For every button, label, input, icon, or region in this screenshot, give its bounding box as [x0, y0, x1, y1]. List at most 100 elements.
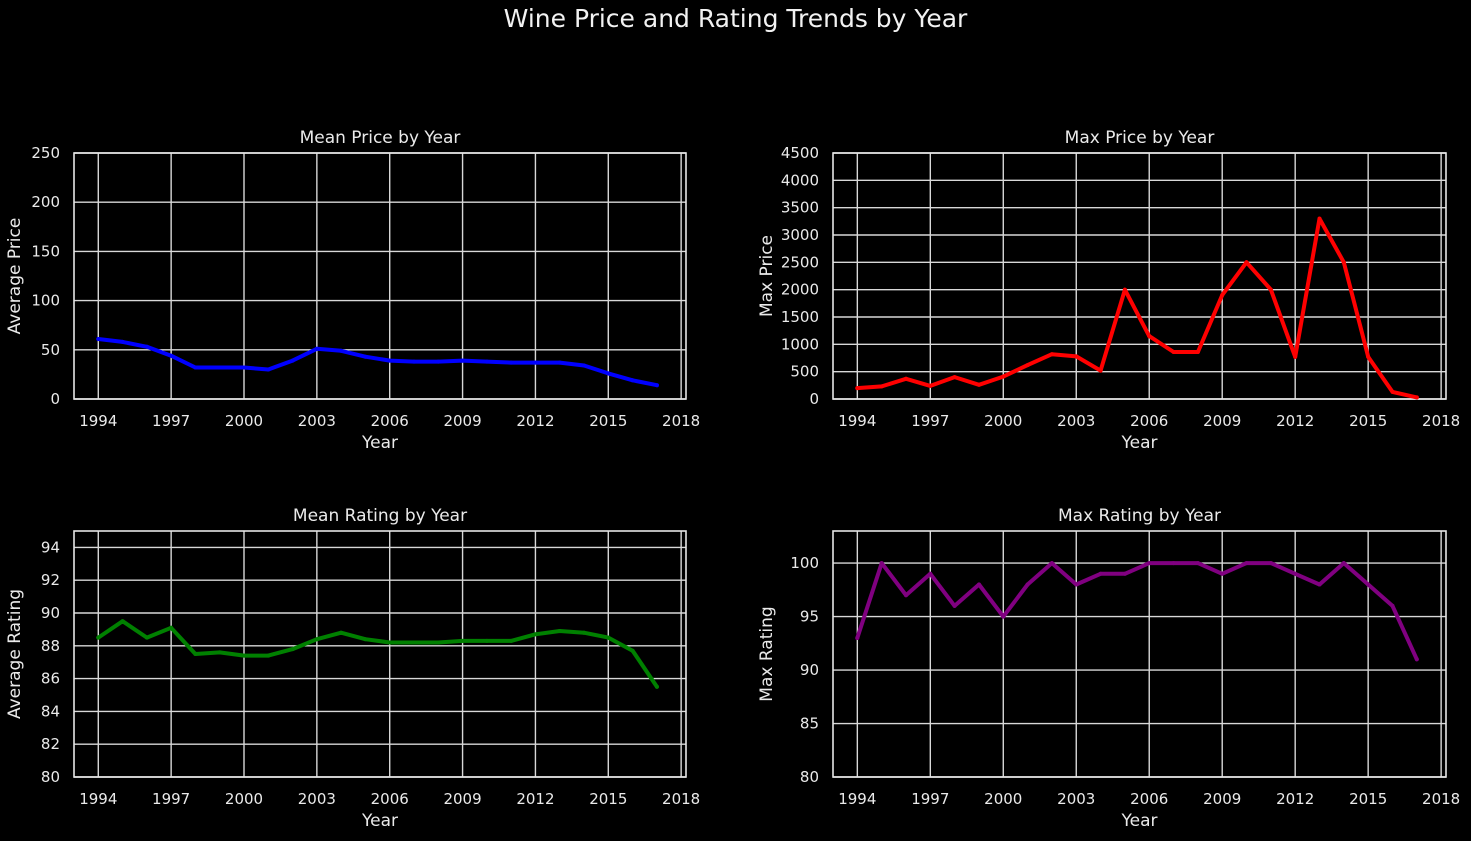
data-point: [120, 339, 125, 344]
data-point: [606, 635, 611, 640]
chart-max-price: 1994 1997 2000 2003 2006 2009 2012 2015 2018 0 500…: [757, 128, 1460, 453]
series-line: [96, 337, 659, 388]
data-point: [242, 653, 246, 658]
x-tick-label: 2018: [662, 790, 700, 808]
x-tick-label: 2012: [1276, 412, 1314, 430]
data-point: [509, 360, 514, 365]
axes-frame: [73, 152, 687, 400]
data-point: [193, 365, 198, 370]
x-tick-label: 2015: [589, 790, 627, 808]
data-point: [1049, 561, 1054, 566]
x-tick-label: 2012: [1276, 790, 1314, 808]
x-tick-label: 2009: [443, 412, 481, 430]
data-point: [1025, 363, 1030, 368]
data-point: [630, 648, 635, 653]
data-point: [460, 358, 465, 363]
figure-title: Wine Price and Rating Trends by Year: [503, 4, 968, 33]
x-tick-label: 2000: [225, 790, 263, 808]
data-point: [120, 619, 125, 624]
y-tick-label: 3000: [781, 226, 819, 244]
x-tick-label: 1994: [79, 412, 117, 430]
x-tick-label: 2009: [1203, 412, 1241, 430]
data-point: [855, 386, 860, 391]
data-point: [1317, 216, 1322, 221]
y-tick-label: 1500: [781, 308, 819, 326]
y-tick-label: 150: [31, 242, 60, 260]
x-tick-label: 2018: [1422, 412, 1460, 430]
chart-mean-rating: 1994 1997 2000 2003 2006 2009 2012 2015 2018 80 82…: [5, 506, 700, 831]
x-tick-label: 1997: [152, 790, 190, 808]
x-axis-label: Year: [361, 811, 398, 831]
data-point: [952, 603, 957, 608]
x-tick-label: 2012: [516, 412, 554, 430]
y-tick-label: 86: [41, 670, 60, 688]
data-point: [169, 625, 174, 630]
data-point: [1171, 561, 1176, 566]
x-tick-label: 1994: [838, 790, 876, 808]
series-line: [96, 619, 659, 689]
y-tick-label: 250: [31, 144, 60, 162]
data-point: [557, 629, 562, 633]
x-tick-label: 2000: [984, 790, 1022, 808]
data-point: [1074, 582, 1079, 587]
x-tick-label: 2012: [516, 790, 554, 808]
data-point: [290, 647, 295, 652]
data-point: [1390, 603, 1395, 608]
data-point: [1098, 368, 1103, 373]
x-tick-label: 2018: [1422, 790, 1460, 808]
data-point: [1122, 571, 1127, 576]
data-point: [412, 359, 416, 364]
x-tick-label: 1994: [838, 412, 876, 430]
y-axis-label: Max Rating: [757, 606, 777, 701]
y-tick-label: 80: [41, 768, 60, 786]
y-tick-label: 100: [790, 554, 819, 572]
data-point: [1195, 561, 1200, 566]
data-point: [387, 358, 392, 363]
data-point: [1414, 657, 1419, 662]
data-point: [339, 348, 344, 353]
data-point: [363, 354, 368, 359]
x-tick-label: 1997: [911, 412, 949, 430]
data-point: [904, 593, 908, 598]
x-tick-label: 2006: [371, 412, 409, 430]
x-axis-label: Year: [1121, 811, 1158, 831]
data-point: [96, 337, 101, 341]
y-tick-label: 90: [41, 604, 60, 622]
data-point: [928, 383, 933, 388]
subplot-title: Mean Price by Year: [300, 128, 461, 148]
data-point: [1341, 561, 1346, 566]
series-line: [855, 561, 1419, 662]
data-point: [242, 365, 246, 370]
data-point: [1366, 354, 1371, 359]
subplot-title: Mean Rating by Year: [293, 506, 467, 526]
data-point: [1049, 352, 1054, 357]
data-point: [582, 630, 586, 635]
y-tick-label: 80: [800, 768, 819, 786]
subplot-title: Max Rating by Year: [1058, 506, 1221, 526]
subplot-title: Max Price by Year: [1065, 128, 1215, 148]
data-point: [606, 371, 611, 376]
data-point: [509, 638, 514, 643]
data-point: [1122, 287, 1127, 292]
y-tick-label: 500: [790, 363, 819, 381]
data-point: [1244, 561, 1249, 566]
y-axis-label: Average Rating: [5, 589, 25, 719]
data-point: [314, 637, 319, 642]
x-tick-label: 2006: [371, 790, 409, 808]
data-point: [928, 571, 933, 576]
data-point: [144, 635, 149, 640]
data-point: [1098, 571, 1103, 576]
data-point: [266, 367, 271, 372]
data-point: [387, 640, 392, 645]
y-tick-label: 2000: [781, 281, 819, 299]
y-tick-label: 200: [31, 193, 60, 211]
data-point: [1220, 293, 1225, 298]
data-point: [1171, 350, 1176, 354]
y-tick-label: 0: [809, 390, 819, 408]
x-tick-label: 2003: [298, 790, 336, 808]
data-point: [533, 632, 538, 637]
data-point: [193, 652, 198, 656]
y-tick-label: 85: [800, 715, 819, 733]
y-tick-label: 2500: [781, 253, 819, 271]
data-point: [879, 384, 884, 389]
